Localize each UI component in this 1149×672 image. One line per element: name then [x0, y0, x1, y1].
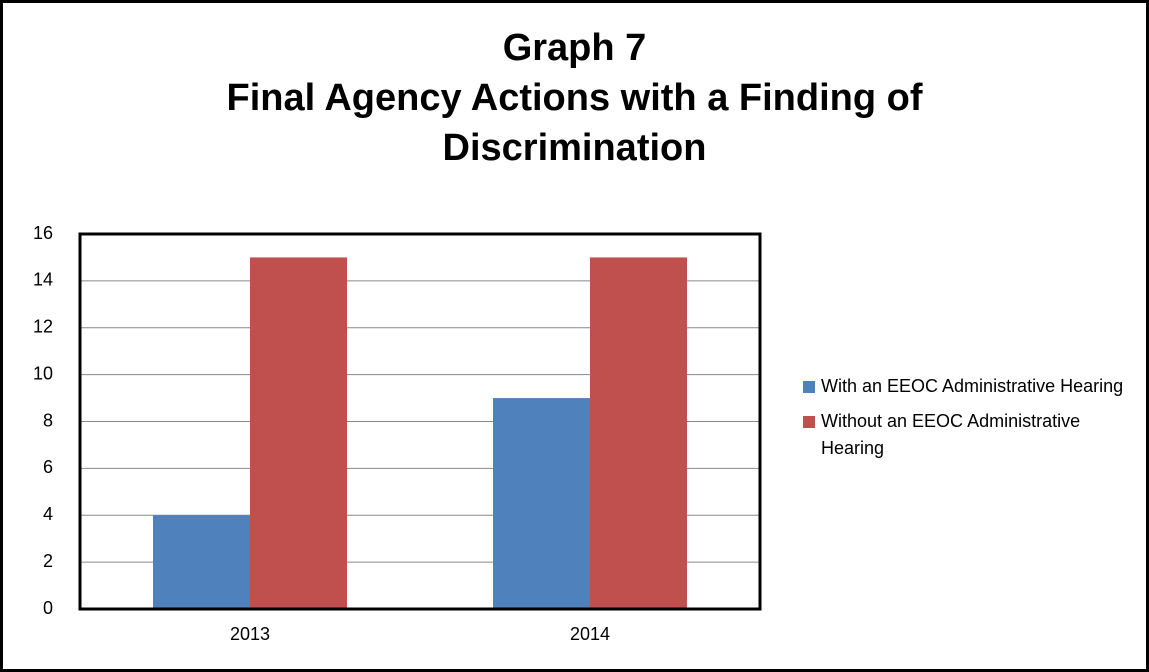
x-tick-label: 2014	[570, 624, 610, 644]
chart-subtitle: Final Agency Actions with a Finding of D…	[226, 77, 923, 169]
y-tick-label: 10	[33, 363, 53, 383]
y-tick-label: 6	[43, 457, 53, 477]
plot-border	[78, 232, 762, 611]
legend-label: With an EEOC Administrative Hearing	[821, 376, 1124, 396]
bar	[590, 257, 687, 609]
legend-item: With an EEOC Administrative Hearing	[803, 373, 1133, 400]
legend-label: Without an EEOC Administrative Hearing	[821, 411, 1081, 458]
y-tick-label: 0	[43, 598, 53, 618]
y-tick-label: 12	[33, 317, 53, 337]
plot: 0 2 4 6 8 10 12 14 16 2013 2014	[33, 223, 762, 644]
y-tick-label: 8	[43, 410, 53, 430]
y-tick-label: 14	[33, 270, 53, 290]
legend: With an EEOC Administrative Hearing Witho…	[803, 373, 1133, 470]
titles: Graph 7 Final Agency Actions with a Find…	[3, 23, 1146, 173]
legend-item: Without an EEOC Administrative Hearing	[803, 408, 1133, 462]
y-tick-label: 16	[33, 223, 53, 243]
legend-swatch	[803, 381, 815, 393]
x-tick-label: 2013	[230, 624, 270, 644]
bar	[250, 257, 347, 609]
y-tick-label: 4	[43, 504, 53, 524]
bar	[153, 515, 250, 609]
bar	[493, 398, 590, 609]
chart-title: Graph 7	[502, 27, 647, 69]
legend-swatch	[803, 416, 815, 428]
y-tick-label: 2	[43, 551, 53, 571]
